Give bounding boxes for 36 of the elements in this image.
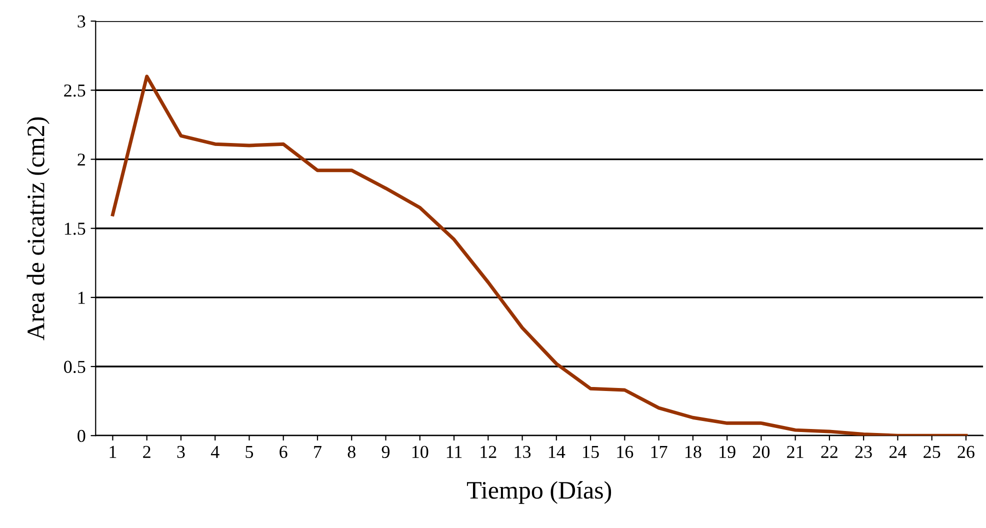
x-tick-label: 26 — [958, 446, 974, 458]
x-tick-label: 11 — [446, 446, 462, 458]
x-tick-label: 1 — [110, 446, 116, 458]
x-tick-label: 5 — [246, 446, 254, 458]
x-tick-label: 17 — [651, 446, 668, 458]
x-tick-label: 9 — [382, 446, 390, 458]
y-tick-label: 3 — [78, 15, 86, 28]
y-tick-label: 0 — [78, 430, 86, 442]
x-tick-label: 4 — [210, 446, 220, 458]
y-axis-title: Area de cicatriz (cm2) — [26, 117, 50, 340]
x-tick-label: 23 — [855, 446, 872, 458]
y-tick-label: 0.5 — [64, 360, 86, 374]
x-tick-label: 20 — [752, 446, 770, 458]
x-axis-title: Tiempo (Días) — [466, 481, 612, 504]
x-tick-label: 16 — [617, 446, 634, 458]
x-tick-label: 8 — [348, 446, 356, 458]
x-tick-label: 3 — [177, 446, 185, 458]
x-tick-label: 22 — [821, 446, 838, 458]
x-tick-label: 2 — [143, 446, 150, 458]
x-tick-label: 24 — [889, 446, 906, 458]
x-tick-label: 7 — [314, 446, 322, 458]
x-tick-label: 25 — [924, 446, 940, 458]
x-tick-label: 12 — [480, 446, 496, 458]
x-tick-label: 19 — [720, 446, 736, 458]
y-tick-label: 2 — [78, 154, 85, 166]
x-tick-label: 14 — [548, 446, 566, 458]
x-tick-label: 10 — [412, 446, 428, 458]
y-tick-label: 1.5 — [64, 222, 86, 235]
x-tick-label: 13 — [514, 446, 531, 458]
x-tick-label: 18 — [685, 446, 702, 458]
x-tick-label: 21 — [787, 446, 804, 458]
x-tick-label: 15 — [583, 446, 599, 458]
line-series — [110, 74, 968, 436]
y-tick-label: 1 — [78, 292, 85, 304]
y-tick-label: 2.5 — [64, 84, 86, 97]
x-tick-label: 6 — [280, 446, 288, 458]
